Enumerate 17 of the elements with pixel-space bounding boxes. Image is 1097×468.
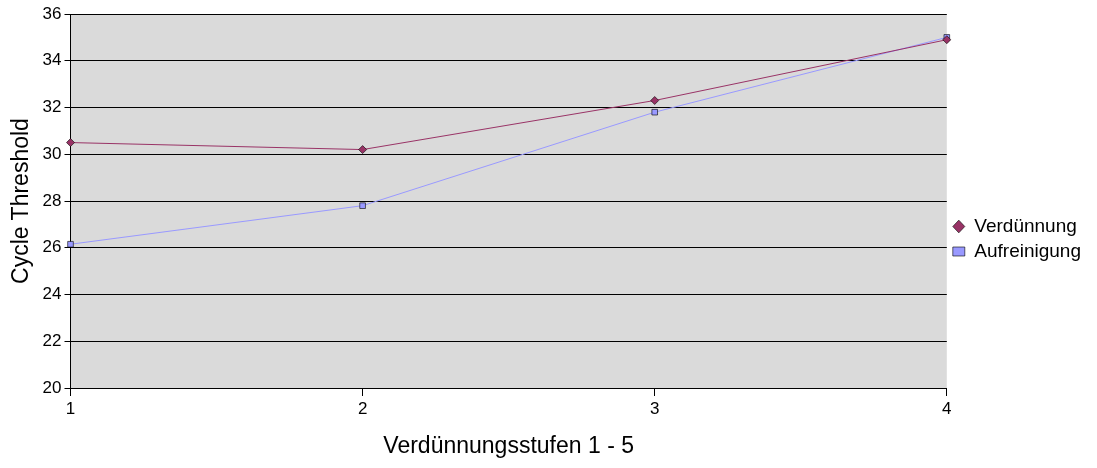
y-tick-label: 24	[42, 284, 62, 304]
y-axis-title: Cycle Threshold	[7, 118, 34, 284]
y-tick-label: 28	[42, 190, 62, 210]
x-tick-label: 4	[942, 398, 952, 418]
y-tick-label: 22	[42, 330, 62, 350]
y-tick-label: 20	[42, 377, 62, 397]
y-tick-label: 32	[42, 97, 62, 117]
x-axis-title: Verdünnungsstufen 1 - 5	[383, 431, 634, 458]
legend-label: Aufreinigung	[974, 239, 1082, 261]
x-tick-label: 2	[357, 398, 368, 418]
x-tick-label: 1	[65, 398, 76, 418]
y-tick-label: 36	[42, 3, 62, 23]
y-tick-label: 30	[42, 143, 62, 163]
x-tick-label: 3	[649, 398, 660, 418]
legend-label: Verdünnung	[974, 214, 1077, 236]
y-tick-label: 34	[42, 50, 62, 70]
y-tick-label: 26	[42, 237, 62, 257]
